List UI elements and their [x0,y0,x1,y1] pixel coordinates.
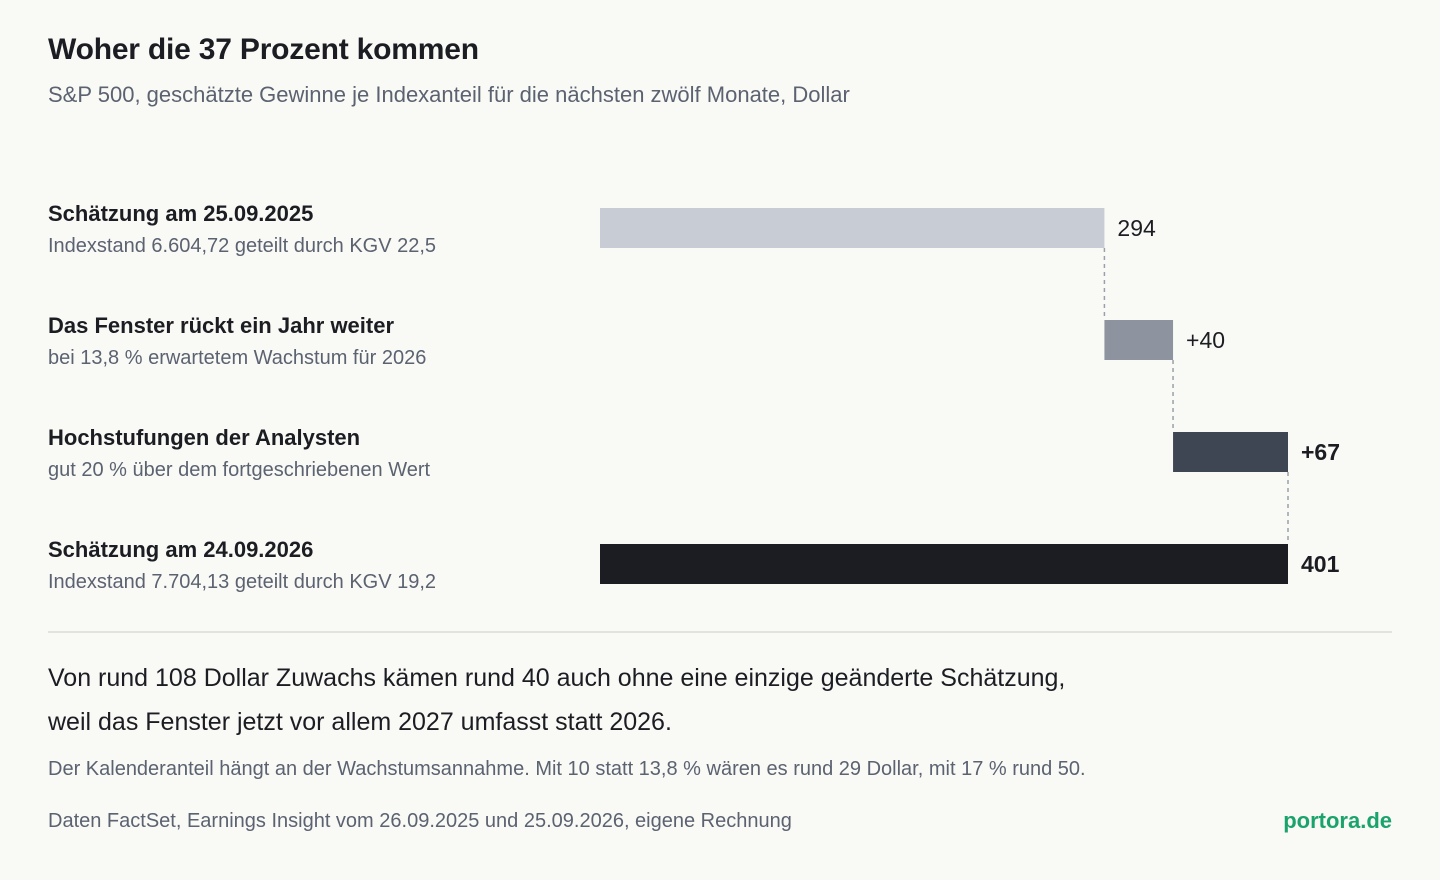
brand-logo[interactable]: portora.de [1283,808,1392,833]
row-title: Das Fenster rückt ein Jahr weiter [48,313,395,338]
row-subtitle: bei 13,8 % erwartetem Wachstum für 2026 [48,347,427,369]
row-subtitle: Indexstand 7.704,13 geteilt durch KGV 19… [48,571,437,593]
footnote: Der Kalenderanteil hängt an der Wachstum… [48,758,1086,780]
row-title: Schätzung am 25.09.2025 [48,201,314,226]
source-note: Daten FactSet, Earnings Insight vom 26.0… [48,810,792,832]
waterfall-bar [1104,320,1174,360]
chart-title: Woher die 37 Prozent kommen [48,33,479,66]
takeaway-line: weil das Fenster jetzt vor allem 2027 um… [48,708,672,736]
takeaway-line: Von rund 108 Dollar Zuwachs kämen rund 4… [48,664,1066,692]
waterfall-bar [600,544,1288,584]
row-subtitle: gut 20 % über dem fortgeschriebenen Wert [48,459,431,481]
row-subtitle: Indexstand 6.604,72 geteilt durch KGV 22… [48,235,437,257]
value-label: +67 [1301,439,1340,465]
key-takeaway: Von rund 108 Dollar Zuwachs kämen rund 4… [48,656,1248,744]
row-title: Schätzung am 24.09.2026 [48,537,314,562]
value-label: 294 [1117,215,1156,241]
row-label-upgrades: Hochstufungen der Analysten gut 20 % übe… [48,424,588,484]
divider [48,631,1392,633]
row-title: Hochstufungen der Analysten [48,425,361,450]
row-label-window-shift: Das Fenster rückt ein Jahr weiter bei 13… [48,312,588,372]
row-label-end: Schätzung am 24.09.2026 Indexstand 7.704… [48,536,588,596]
waterfall-bar [1173,432,1288,472]
waterfall-chart: 294 +40 +67 401 [600,208,1340,584]
value-label: +40 [1186,327,1225,353]
value-label: 401 [1301,551,1340,577]
chart-subtitle: S&P 500, geschätzte Gewinne je Indexante… [48,82,850,107]
row-label-start: Schätzung am 25.09.2025 Indexstand 6.604… [48,200,588,260]
waterfall-bar [600,208,1105,248]
